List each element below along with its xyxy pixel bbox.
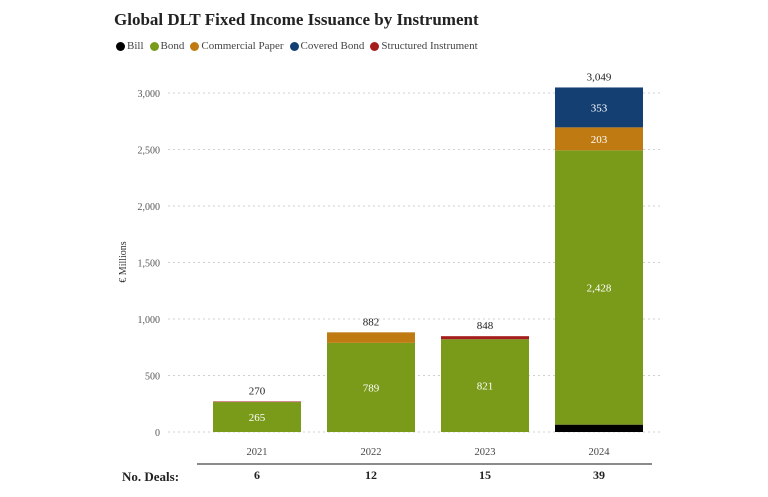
bar-segment-commercial-paper (555, 127, 643, 151)
bar-segment-bill (555, 424, 643, 432)
x-tick-label: 2021 (247, 447, 268, 458)
data-label: 2,428 (587, 282, 612, 294)
legend-label: Commercial Paper (201, 40, 284, 52)
deals-value: 6 (254, 468, 260, 482)
x-tick-label: 2023 (475, 447, 496, 458)
bar-segment-commercial-paper (327, 332, 415, 343)
data-label: 203 (591, 134, 608, 146)
bar-segment-covered-bond (555, 87, 643, 128)
legend-item: Covered Bond (289, 40, 365, 52)
bar-segment-structured-instrument (213, 401, 301, 403)
data-label: 353 (591, 102, 608, 114)
total-label: 3,049 (587, 71, 612, 83)
y-tick-label: 500 (145, 372, 160, 383)
legend-label: Covered Bond (300, 40, 365, 52)
total-label: 848 (477, 320, 494, 332)
deals-value: 12 (365, 468, 377, 482)
deals-value: 15 (479, 468, 491, 482)
y-tick-label: 2,500 (138, 146, 161, 157)
chart-title: Global DLT Fixed Income Issuance by Inst… (114, 10, 479, 29)
y-axis-label: € Millions (118, 241, 129, 283)
y-tick-label: 0 (155, 428, 160, 439)
bar-segment-bond (441, 339, 529, 432)
legend-item: Structured Instrument (370, 40, 478, 52)
legend-marker (190, 41, 200, 51)
legend-item: Bond (149, 40, 185, 52)
legend-marker (289, 41, 299, 51)
y-tick-label: 2,000 (138, 202, 161, 213)
legend-label: Structured Instrument (381, 40, 478, 52)
legend-label: Bill (127, 40, 144, 52)
data-label: 265 (249, 412, 266, 424)
bar-segment-structured-instrument (441, 336, 529, 340)
legend-item: Commercial Paper (190, 40, 284, 52)
total-label: 882 (363, 316, 380, 328)
bar-segment-bond (555, 150, 643, 425)
legend-marker (116, 41, 125, 51)
total-label: 270 (249, 385, 266, 397)
y-tick-label: 1,000 (138, 315, 161, 326)
legend-marker (149, 41, 159, 51)
legend-item: Bill (116, 40, 144, 52)
deals-value: 39 (593, 468, 605, 482)
deals-label: No. Deals: (122, 469, 179, 484)
y-tick-label: 3,000 (138, 89, 161, 100)
legend-marker (370, 41, 380, 51)
x-tick-label: 2024 (589, 447, 611, 458)
legend: Bill Bond Commercial Paper Covered Bond Stru… (116, 40, 478, 52)
legend-label: Bond (160, 40, 185, 52)
bar-segment-bond (327, 342, 415, 432)
data-label: 821 (477, 381, 494, 393)
bar-segment-bond (213, 402, 301, 432)
x-tick-label: 2022 (361, 447, 382, 458)
data-label: 789 (363, 382, 380, 394)
y-tick-label: 1,500 (138, 259, 161, 270)
